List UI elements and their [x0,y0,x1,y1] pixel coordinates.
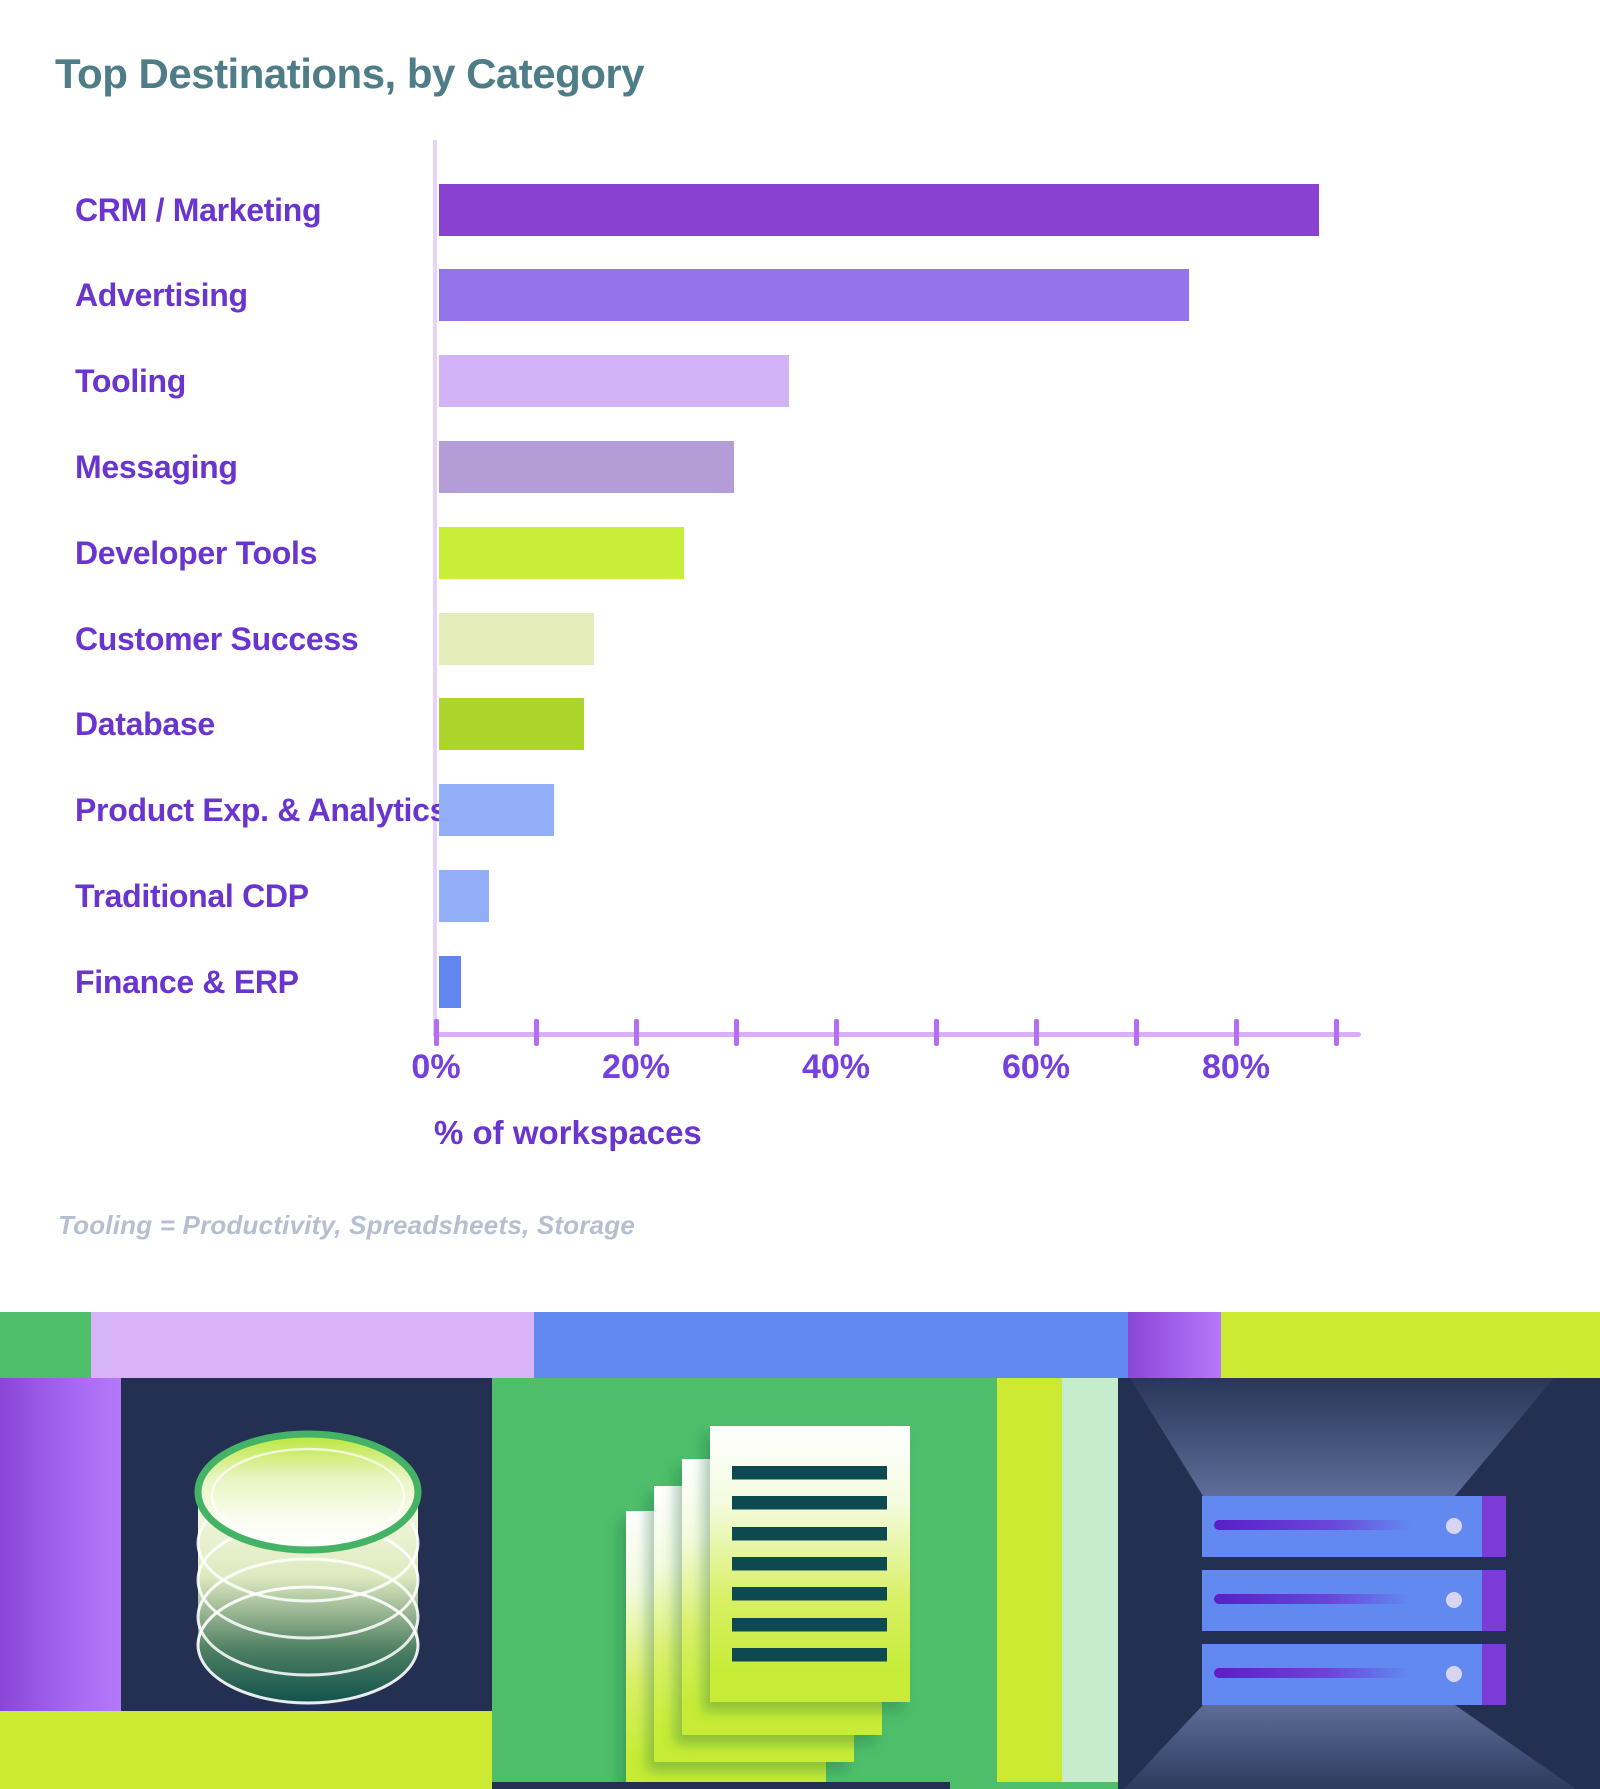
category-label: Traditional CDP [75,877,309,914]
bar-traditional-cdp [439,869,489,922]
x-axis-tick [1333,1019,1339,1046]
banner-lime-column [997,1378,1062,1782]
banner-strip-lime [1221,1312,1600,1378]
x-axis-title: % of workspaces [434,1114,702,1151]
x-axis-tick-label: 0% [411,1048,461,1086]
bar-tooling [439,355,789,408]
category-label: Advertising [75,277,248,314]
x-axis-tick [833,1019,839,1046]
category-label: Database [75,706,215,743]
category-label: Developer Tools [75,534,318,571]
banner-strip-light-purple [91,1312,534,1378]
bar-crm-marketing [439,183,1319,236]
database-tile [121,1378,492,1711]
bar-customer-success [439,612,594,665]
purple-gradient-strip [0,1378,121,1711]
x-axis-tick-label: 20% [601,1048,671,1086]
x-axis-tick [1133,1019,1139,1046]
bar-chart: CRM / Marketing Advertising Tooling Messagi… [75,140,1361,1151]
footnote: Tooling = Productivity, Spreadsheets, St… [58,1210,636,1240]
banner-lime-block [0,1711,492,1789]
bar-product-exp-analytics [439,784,554,837]
x-axis-tick [733,1019,739,1046]
document-stack-icon [626,1426,910,1787]
x-axis-tick [1233,1019,1239,1046]
banner-strip-blue [534,1312,1128,1378]
decorative-banner [0,1312,1600,1789]
page-title: Top Destinations, by Category [55,50,645,97]
x-axis-tick [533,1019,539,1046]
category-label: Messaging [75,448,238,485]
servers-tile [1118,1378,1600,1789]
bar-developer-tools [439,526,684,579]
category-label: CRM / Marketing [75,191,322,228]
category-label: Tooling [75,363,187,400]
x-axis-tick [933,1019,939,1046]
banner-mint-column [1062,1378,1118,1782]
category-label: Product Exp. & Analytics [75,792,448,829]
bar-advertising [439,269,1189,322]
banner-tiles [0,1378,1600,1789]
banner-strip-violet [1128,1312,1221,1378]
bar-finance-erp [439,955,461,1008]
x-axis-tick-label: 80% [1201,1048,1271,1086]
bar-messaging [439,440,734,493]
server-rack-icon [1124,1378,1576,1789]
x-axis-line [433,1032,1361,1037]
x-axis-tick [633,1019,639,1046]
database-icon [194,1430,422,1705]
x-axis-tick [1033,1019,1039,1046]
banner-navy-edge [492,1782,950,1789]
x-axis-tick-label: 40% [801,1048,871,1086]
category-label: Customer Success [75,620,359,657]
category-label: Finance & ERP [75,963,299,1000]
documents-tile [492,1378,997,1789]
x-axis-tick-label: 60% [1001,1048,1071,1086]
banner-green-edge [950,1782,1118,1789]
y-axis-line [433,140,437,1034]
banner-strip-green [0,1312,91,1378]
bar-database [439,698,584,751]
x-axis-tick [433,1019,439,1046]
